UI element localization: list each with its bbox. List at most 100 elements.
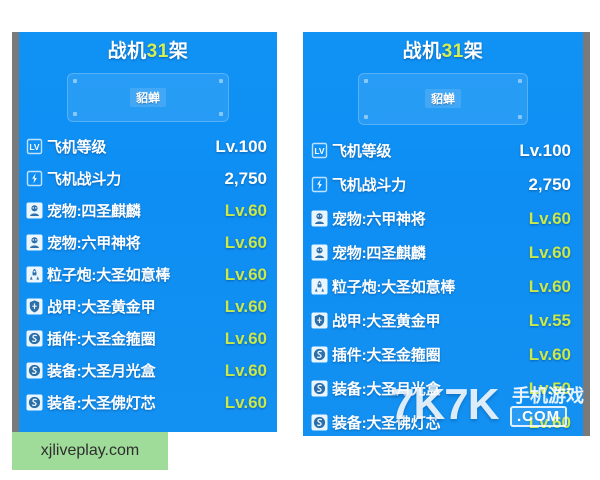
page-title-left: 战机31架 <box>19 41 277 63</box>
power-bolt-icon <box>26 170 43 187</box>
equip-icon <box>311 380 328 397</box>
stat-value: Lv.60 <box>224 392 267 412</box>
stat-value: Lv.60 <box>224 264 267 284</box>
plugin-icon <box>311 346 328 363</box>
cannon-icon <box>311 278 328 295</box>
hero-card-right[interactable]: 貂蝉 <box>358 72 528 125</box>
pet-icon <box>26 234 43 251</box>
stat-value: Lv.60 <box>224 296 267 316</box>
hero-name-label: 貂蝉 <box>129 87 166 107</box>
stat-label: 装备:大圣佛灯芯 <box>47 395 156 413</box>
stat-value: Lv.60 <box>224 232 267 252</box>
stat-row[interactable]: 宠物:六甲神将 Lv.60 <box>311 202 571 236</box>
power-bolt-icon <box>311 176 328 193</box>
stat-row[interactable]: 插件:大圣金箍圈 Lv.60 <box>26 323 267 355</box>
stat-label: 飞机战斗力 <box>332 177 407 195</box>
left-frame-rail <box>12 32 19 440</box>
plane-stats-panel-right: 战机31架 貂蝉 LV 飞机等级 Lv.100 飞机战斗力 2, <box>303 32 583 436</box>
stat-value: Lv.60 <box>224 200 267 220</box>
hero-card-left[interactable]: 貂蝉 <box>67 72 229 122</box>
stat-row[interactable]: LV 飞机等级 Lv.100 <box>26 131 267 163</box>
title-count: 31 <box>146 41 169 62</box>
level-badge-icon: LV <box>311 142 328 159</box>
title-suffix: 架 <box>463 41 484 62</box>
stat-label: 飞机等级 <box>332 143 392 161</box>
level-badge-icon: LV <box>26 138 43 155</box>
title-suffix: 架 <box>168 41 189 62</box>
card-corner-dot <box>219 111 223 116</box>
stat-label: 装备:大圣佛灯芯 <box>332 415 441 433</box>
stat-value: Lv.100 <box>215 136 267 156</box>
stat-value: Lv.50 <box>528 378 571 398</box>
stat-list-left: LV 飞机等级 Lv.100 飞机战斗力 2,750 宠物:四圣麒麟 Lv.60 <box>19 131 277 419</box>
title-prefix: 战机 <box>402 41 442 62</box>
stat-label: 装备:大圣月光盒 <box>47 363 156 381</box>
shield-icon <box>26 298 43 315</box>
stat-label: 插件:大圣金箍圈 <box>47 331 156 349</box>
stat-row[interactable]: 战甲:大圣黄金甲 Lv.55 <box>311 304 571 338</box>
plugin-icon <box>26 330 43 347</box>
pet-icon <box>311 210 328 227</box>
stat-row[interactable]: 宠物:六甲神将 Lv.60 <box>26 227 267 259</box>
stat-label: 飞机等级 <box>47 139 107 157</box>
stat-label: 装备:大圣月光盒 <box>332 381 441 399</box>
stat-value: Lv.60 <box>528 276 571 296</box>
stat-row[interactable]: 装备:大圣月光盒 Lv.50 <box>311 372 571 406</box>
shield-icon <box>311 312 328 329</box>
equip-icon <box>311 414 328 431</box>
right-frame-rail <box>583 32 590 436</box>
stat-row[interactable]: 战甲:大圣黄金甲 Lv.60 <box>26 291 267 323</box>
title-prefix: 战机 <box>107 41 147 62</box>
stat-row[interactable]: 飞机战斗力 2,750 <box>26 163 267 195</box>
page-title-right: 战机31架 <box>303 41 583 63</box>
stat-row[interactable]: 宠物:四圣麒麟 Lv.60 <box>311 236 571 270</box>
card-corner-dot <box>364 78 368 83</box>
stat-label: 飞机战斗力 <box>47 171 122 189</box>
stat-value: Lv.60 <box>528 344 571 364</box>
stat-value: Lv.55 <box>528 310 571 330</box>
stat-row[interactable]: 飞机战斗力 2,750 <box>311 168 571 202</box>
stat-label: 宠物:四圣麒麟 <box>47 203 141 221</box>
card-corner-dot <box>219 78 223 83</box>
stat-row[interactable]: 装备:大圣佛灯芯 Lv.60 <box>26 387 267 419</box>
stat-label: 宠物:四圣麒麟 <box>332 245 426 263</box>
stat-label: 粒子炮:大圣如意棒 <box>47 267 171 285</box>
stat-row[interactable]: 插件:大圣金箍圈 Lv.60 <box>311 338 571 372</box>
plane-stats-panel-left: 战机31架 貂蝉 LV 飞机等级 Lv.100 飞机战斗力 2, <box>19 32 277 432</box>
stat-row[interactable]: 装备:大圣佛灯芯 Lv.60 <box>311 406 571 436</box>
pet-icon <box>26 202 43 219</box>
stat-row[interactable]: 粒子炮:大圣如意棒 Lv.60 <box>26 259 267 291</box>
stat-row[interactable]: LV 飞机等级 Lv.100 <box>311 134 571 168</box>
cannon-icon <box>26 266 43 283</box>
stat-value: 2,750 <box>528 174 571 194</box>
svg-text:LV: LV <box>29 142 40 152</box>
stat-row[interactable]: 装备:大圣月光盒 Lv.60 <box>26 355 267 387</box>
stat-value: Lv.60 <box>224 328 267 348</box>
stat-row[interactable]: 粒子炮:大圣如意棒 Lv.60 <box>311 270 571 304</box>
card-corner-dot <box>364 114 368 119</box>
equip-icon <box>26 394 43 411</box>
stat-value: Lv.60 <box>224 360 267 380</box>
stat-label: 战甲:大圣黄金甲 <box>47 299 156 317</box>
watermark-url-text: xjliveplay.com <box>40 442 140 459</box>
stat-row[interactable]: 宠物:四圣麒麟 Lv.60 <box>26 195 267 227</box>
card-corner-dot <box>518 78 522 83</box>
stat-value: Lv.100 <box>519 140 571 160</box>
stat-label: 宠物:六甲神将 <box>332 211 426 229</box>
site-watermark-xjliveplay: xjliveplay.com <box>12 432 168 470</box>
stat-value: Lv.60 <box>528 208 571 228</box>
stat-label: 插件:大圣金箍圈 <box>332 347 441 365</box>
stat-label: 宠物:六甲神将 <box>47 235 141 253</box>
card-corner-dot <box>518 114 522 119</box>
hero-name-label: 貂蝉 <box>424 89 461 109</box>
stat-value: Lv.60 <box>528 412 571 432</box>
card-corner-dot <box>73 78 77 83</box>
svg-text:LV: LV <box>314 146 325 156</box>
card-corner-dot <box>73 111 77 116</box>
stat-label: 战甲:大圣黄金甲 <box>332 313 441 331</box>
stat-list-right: LV 飞机等级 Lv.100 飞机战斗力 2,750 宠物:六甲神将 Lv.60 <box>303 134 583 436</box>
stat-value: Lv.60 <box>528 242 571 262</box>
title-count: 31 <box>441 41 464 62</box>
stat-label: 粒子炮:大圣如意棒 <box>332 279 456 297</box>
pet-icon <box>311 244 328 261</box>
